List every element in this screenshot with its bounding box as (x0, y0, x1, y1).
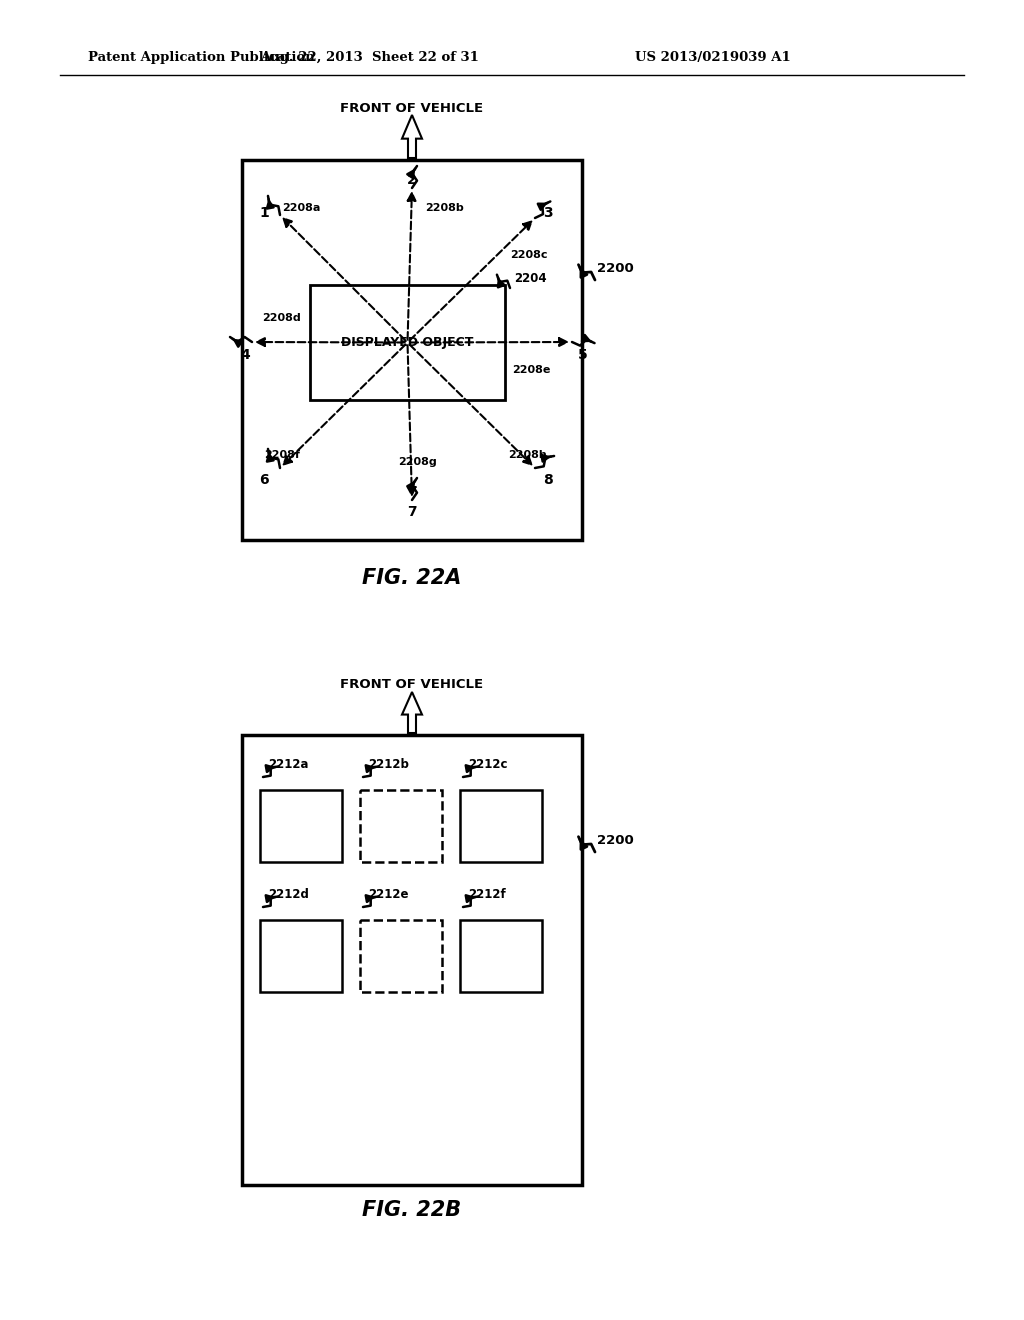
Text: 2208g: 2208g (398, 457, 437, 467)
Text: FRONT OF VEHICLE: FRONT OF VEHICLE (340, 102, 483, 115)
Bar (460, 920, 542, 993)
Text: 2208b: 2208b (425, 203, 464, 213)
Text: 4: 4 (240, 348, 250, 362)
Text: 2212d: 2212d (268, 888, 309, 902)
Bar (242, 160, 582, 540)
Text: DISPLAYED OBJECT: DISPLAYED OBJECT (341, 337, 474, 348)
Polygon shape (402, 115, 422, 158)
Text: Aug. 22, 2013  Sheet 22 of 31: Aug. 22, 2013 Sheet 22 of 31 (260, 50, 479, 63)
Bar (360, 789, 442, 862)
Text: 7: 7 (408, 506, 417, 519)
Text: 2208d: 2208d (262, 313, 301, 323)
Text: 5: 5 (579, 348, 588, 362)
Text: 2212f: 2212f (468, 888, 506, 902)
Text: 1: 1 (259, 206, 269, 220)
Text: 2208e: 2208e (512, 366, 550, 375)
Bar (242, 735, 582, 1185)
Text: Patent Application Publication: Patent Application Publication (88, 50, 314, 63)
Bar (460, 789, 542, 862)
Text: 8: 8 (543, 473, 553, 487)
Bar (360, 920, 442, 993)
Bar (310, 285, 505, 400)
Text: 2208h: 2208h (508, 450, 547, 459)
Text: 2208a: 2208a (282, 203, 321, 213)
Bar (260, 920, 342, 993)
Text: 2200: 2200 (597, 261, 634, 275)
Text: FIG. 22B: FIG. 22B (362, 1200, 462, 1220)
Text: 2208f: 2208f (264, 450, 300, 459)
Text: FIG. 22A: FIG. 22A (362, 568, 462, 587)
Text: US 2013/0219039 A1: US 2013/0219039 A1 (635, 50, 791, 63)
Text: 2212b: 2212b (368, 759, 409, 771)
Text: 2204: 2204 (514, 272, 547, 285)
Polygon shape (402, 692, 422, 733)
Text: 2212c: 2212c (468, 759, 508, 771)
Text: 2212a: 2212a (268, 759, 308, 771)
Bar (260, 789, 342, 862)
Text: 2208c: 2208c (510, 249, 548, 260)
Text: 6: 6 (259, 473, 269, 487)
Text: FRONT OF VEHICLE: FRONT OF VEHICLE (340, 677, 483, 690)
Text: 2212e: 2212e (368, 888, 409, 902)
Text: 3: 3 (543, 206, 553, 220)
Text: 2200: 2200 (597, 833, 634, 846)
Text: 2: 2 (408, 173, 417, 187)
